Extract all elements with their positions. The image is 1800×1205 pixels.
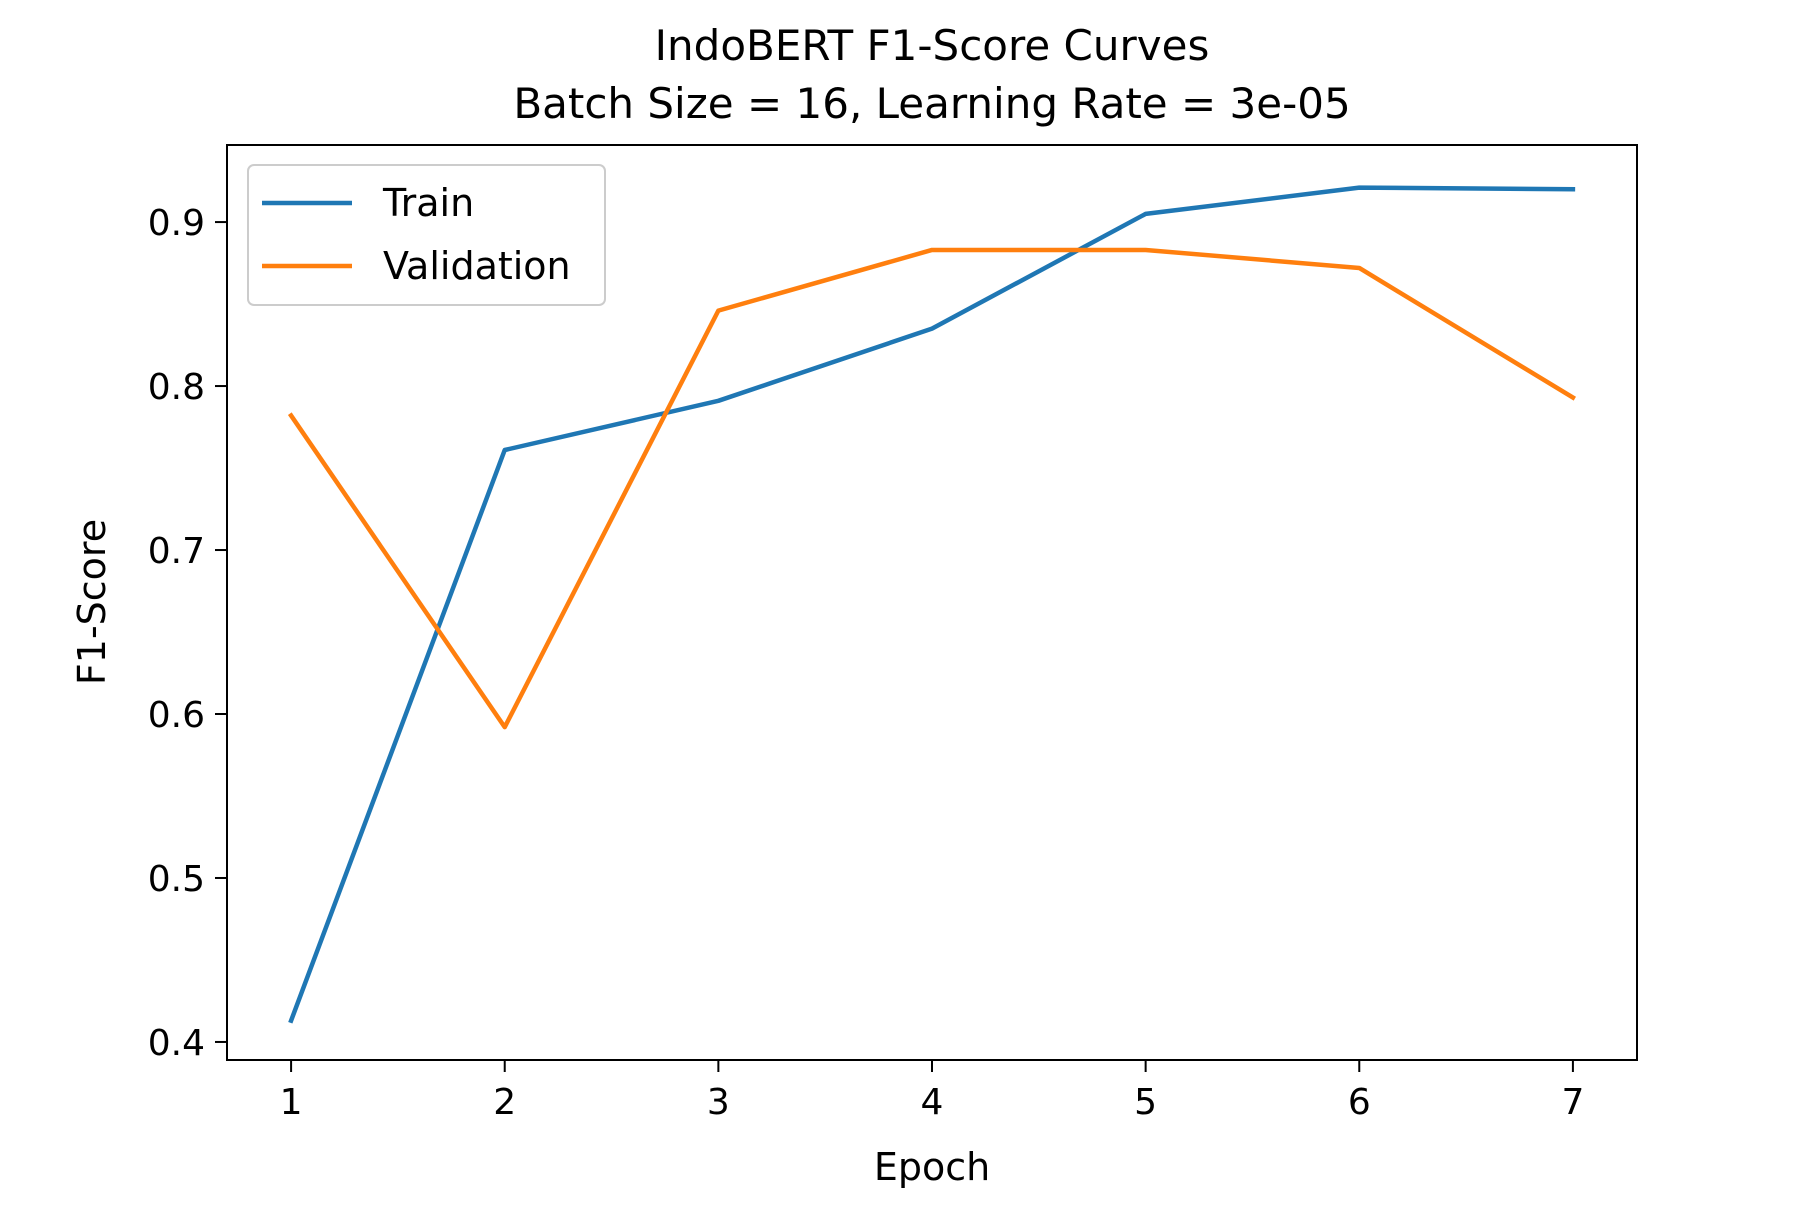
y-tick-label: 0.7 <box>148 531 205 572</box>
y-axis-label: F1-Score <box>70 519 114 685</box>
x-tick-label: 5 <box>1134 1082 1157 1123</box>
legend-label-validation: Validation <box>383 244 571 288</box>
x-tick-label: 7 <box>1561 1082 1584 1123</box>
y-tick-label: 0.6 <box>148 695 205 736</box>
x-tick-label: 1 <box>280 1082 303 1123</box>
x-tick-label: 4 <box>921 1082 944 1123</box>
y-tick-label: 0.4 <box>148 1023 205 1064</box>
legend: Train Validation <box>248 165 605 305</box>
x-axis-label: Epoch <box>874 1145 990 1189</box>
chart-subtitle: Batch Size = 16, Learning Rate = 3e-05 <box>513 79 1350 128</box>
legend-label-train: Train <box>382 181 474 225</box>
y-tick-label: 0.9 <box>148 203 205 244</box>
x-tick-label: 3 <box>707 1082 730 1123</box>
y-tick-label: 0.8 <box>148 367 205 408</box>
x-tick-label: 6 <box>1348 1082 1371 1123</box>
y-tick-label: 0.5 <box>148 859 205 900</box>
x-tick-label: 2 <box>493 1082 516 1123</box>
chart-title: IndoBERT F1-Score Curves <box>655 21 1210 70</box>
